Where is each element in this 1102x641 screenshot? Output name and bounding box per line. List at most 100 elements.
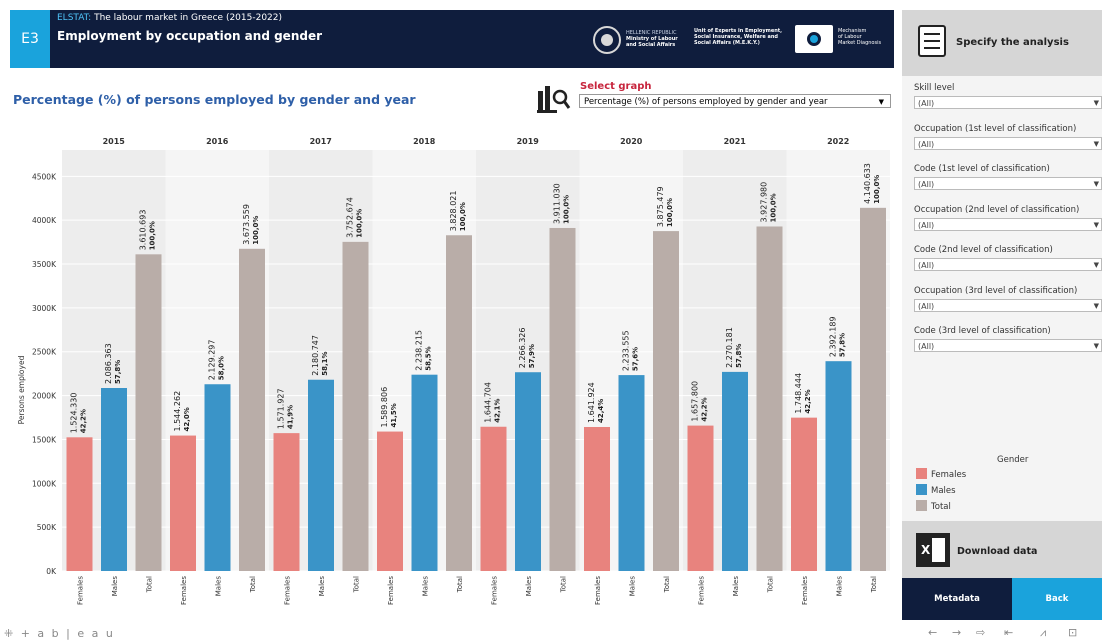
data-label-percent: 58,1%	[321, 351, 329, 375]
data-label-value: 1.641.924	[587, 382, 596, 423]
ministry-line: and Social Affairs	[626, 42, 676, 48]
x-category-label: Females	[698, 576, 706, 605]
header-subtitle: ELSTAT: The labour market in Greece (201…	[57, 13, 282, 23]
bar-females	[273, 433, 300, 571]
bar-total	[446, 235, 472, 571]
filter-dropdown[interactable]: (All) ▼	[914, 177, 1102, 190]
data-label-value: 2.129.297	[208, 340, 217, 381]
revert-icon[interactable]: ⇨	[976, 626, 986, 639]
filter-label: Occupation (1st level of classification)	[914, 123, 1077, 134]
data-label-percent: 57,8%	[839, 333, 847, 357]
employment-bar-chart: Persons employed 0K 500K 1000K 1500K 2000K 25…	[17, 137, 890, 605]
chart-title: Percentage (%) of persons employed by ge…	[13, 92, 416, 107]
filter-dropdown[interactable]: (All) ▼	[914, 96, 1102, 109]
legend-swatch	[916, 484, 927, 495]
y-tick-label: 500K	[37, 523, 57, 532]
share-icon[interactable]: ⩘	[1040, 626, 1047, 639]
year-header: 2017	[310, 137, 332, 146]
filter-dropdown[interactable]: (All) ▼	[914, 298, 1102, 312]
filter-dropdown[interactable]: (All) ▼	[914, 339, 1102, 352]
y-tick-label: 2000K	[32, 392, 57, 401]
x-category-label: Females	[387, 576, 395, 605]
bar-chart-search-icon	[537, 86, 571, 113]
bar-total	[342, 241, 369, 571]
x-category-label: Total	[767, 576, 775, 593]
y-axis-label: Persons employed	[17, 355, 26, 424]
data-label-percent: 58,5%	[425, 346, 433, 370]
data-label-percent: 58,0%	[218, 356, 226, 380]
x-category-label: Males	[111, 576, 119, 597]
bar-females	[480, 426, 507, 571]
data-label-percent: 100,0%	[770, 193, 778, 222]
header-title: Employment by occupation and gender	[57, 29, 323, 43]
filter-label: Occupation (3rd level of classification)	[914, 285, 1078, 296]
x-category-label: Total	[560, 576, 568, 593]
legend-item-total: Total	[916, 500, 951, 512]
filter-dropdown[interactable]: (All) ▼	[914, 258, 1102, 271]
x-category-label: Females	[284, 576, 292, 605]
y-tick-label: 3500K	[32, 260, 57, 269]
legend-item-females: Females	[916, 468, 966, 480]
undo-icon[interactable]: ←	[928, 626, 938, 639]
bar-females	[584, 426, 610, 571]
bar-females	[66, 437, 93, 571]
data-label-value: 2.238.215	[415, 330, 424, 371]
data-label-value: 1.589.806	[380, 387, 389, 428]
dashboard-badge: E3	[10, 10, 50, 68]
select-graph-dropdown[interactable]: Percentage (%) of persons employed by ge…	[579, 94, 891, 108]
y-tick-label: 2500K	[32, 348, 57, 357]
metadata-button[interactable]: Metadata	[902, 578, 1012, 620]
x-category-label: Females	[801, 576, 809, 605]
meky-line: Social Insurance, Welfare and	[694, 34, 778, 40]
filter-label: Code (2nd level of classification)	[914, 245, 1053, 255]
data-label-percent: 100,0%	[563, 195, 571, 224]
x-category-label: Males	[422, 576, 430, 597]
bar-total	[549, 227, 576, 571]
filter-value: (All)	[918, 99, 935, 108]
filter-dropdown[interactable]: (All) ▼	[914, 136, 1102, 150]
year-header: 2020	[620, 137, 643, 146]
meky-line: Social Affairs (M.E.K.Y.)	[694, 40, 760, 46]
bar-total	[239, 248, 265, 571]
tableau-logo-icon: ⁜	[4, 627, 16, 640]
chevron-down-icon: ▼	[1093, 301, 1099, 310]
data-label-value: 1.524.330	[70, 393, 79, 434]
x-category-label: Total	[870, 576, 878, 593]
chevron-down-icon: ▼	[1093, 180, 1099, 188]
bar-total	[135, 254, 162, 571]
bar-males	[308, 379, 334, 571]
bar-males	[101, 388, 127, 571]
data-label-percent: 57,8%	[114, 360, 122, 384]
greek-seal-icon	[593, 26, 621, 54]
year-header: 2022	[827, 137, 849, 146]
filter-dropdown[interactable]: (All) ▼	[914, 217, 1102, 231]
legend-swatch	[916, 500, 927, 511]
year-header: 2021	[724, 137, 747, 146]
redo-icon[interactable]: →	[952, 626, 962, 639]
y-tick-label: 1000K	[32, 479, 57, 488]
x-category-label: Males	[525, 576, 533, 597]
chevron-down-icon: ▼	[1093, 99, 1099, 107]
select-graph-value: Percentage (%) of persons employed by ge…	[584, 97, 828, 107]
data-label-value: 3.828.021	[449, 191, 458, 232]
back-button[interactable]: Back	[1012, 578, 1102, 620]
download-data-label: Download data	[957, 546, 1038, 557]
y-tick-label: 0K	[46, 567, 57, 576]
bar-males	[204, 384, 231, 571]
reset-icon[interactable]: ⇤	[1004, 626, 1014, 639]
x-category-label: Females	[594, 576, 602, 605]
data-label-percent: 100,0%	[356, 209, 364, 238]
filter-value: (All)	[918, 139, 935, 149]
chevron-down-icon: ▼	[878, 98, 884, 106]
year-header: 2016	[206, 137, 229, 146]
data-label-percent: 57,6%	[632, 347, 640, 371]
year-header: 2015	[103, 137, 126, 146]
gear-icon	[807, 32, 821, 46]
x-category-label: Total	[353, 576, 361, 593]
download-icon[interactable]: ⊡	[1068, 626, 1078, 639]
x-category-label: Males	[215, 576, 223, 597]
filter-value: (All)	[918, 180, 935, 189]
bar-females	[377, 431, 403, 571]
bar-males	[618, 375, 645, 571]
data-label-value: 2.233.555	[622, 330, 631, 371]
